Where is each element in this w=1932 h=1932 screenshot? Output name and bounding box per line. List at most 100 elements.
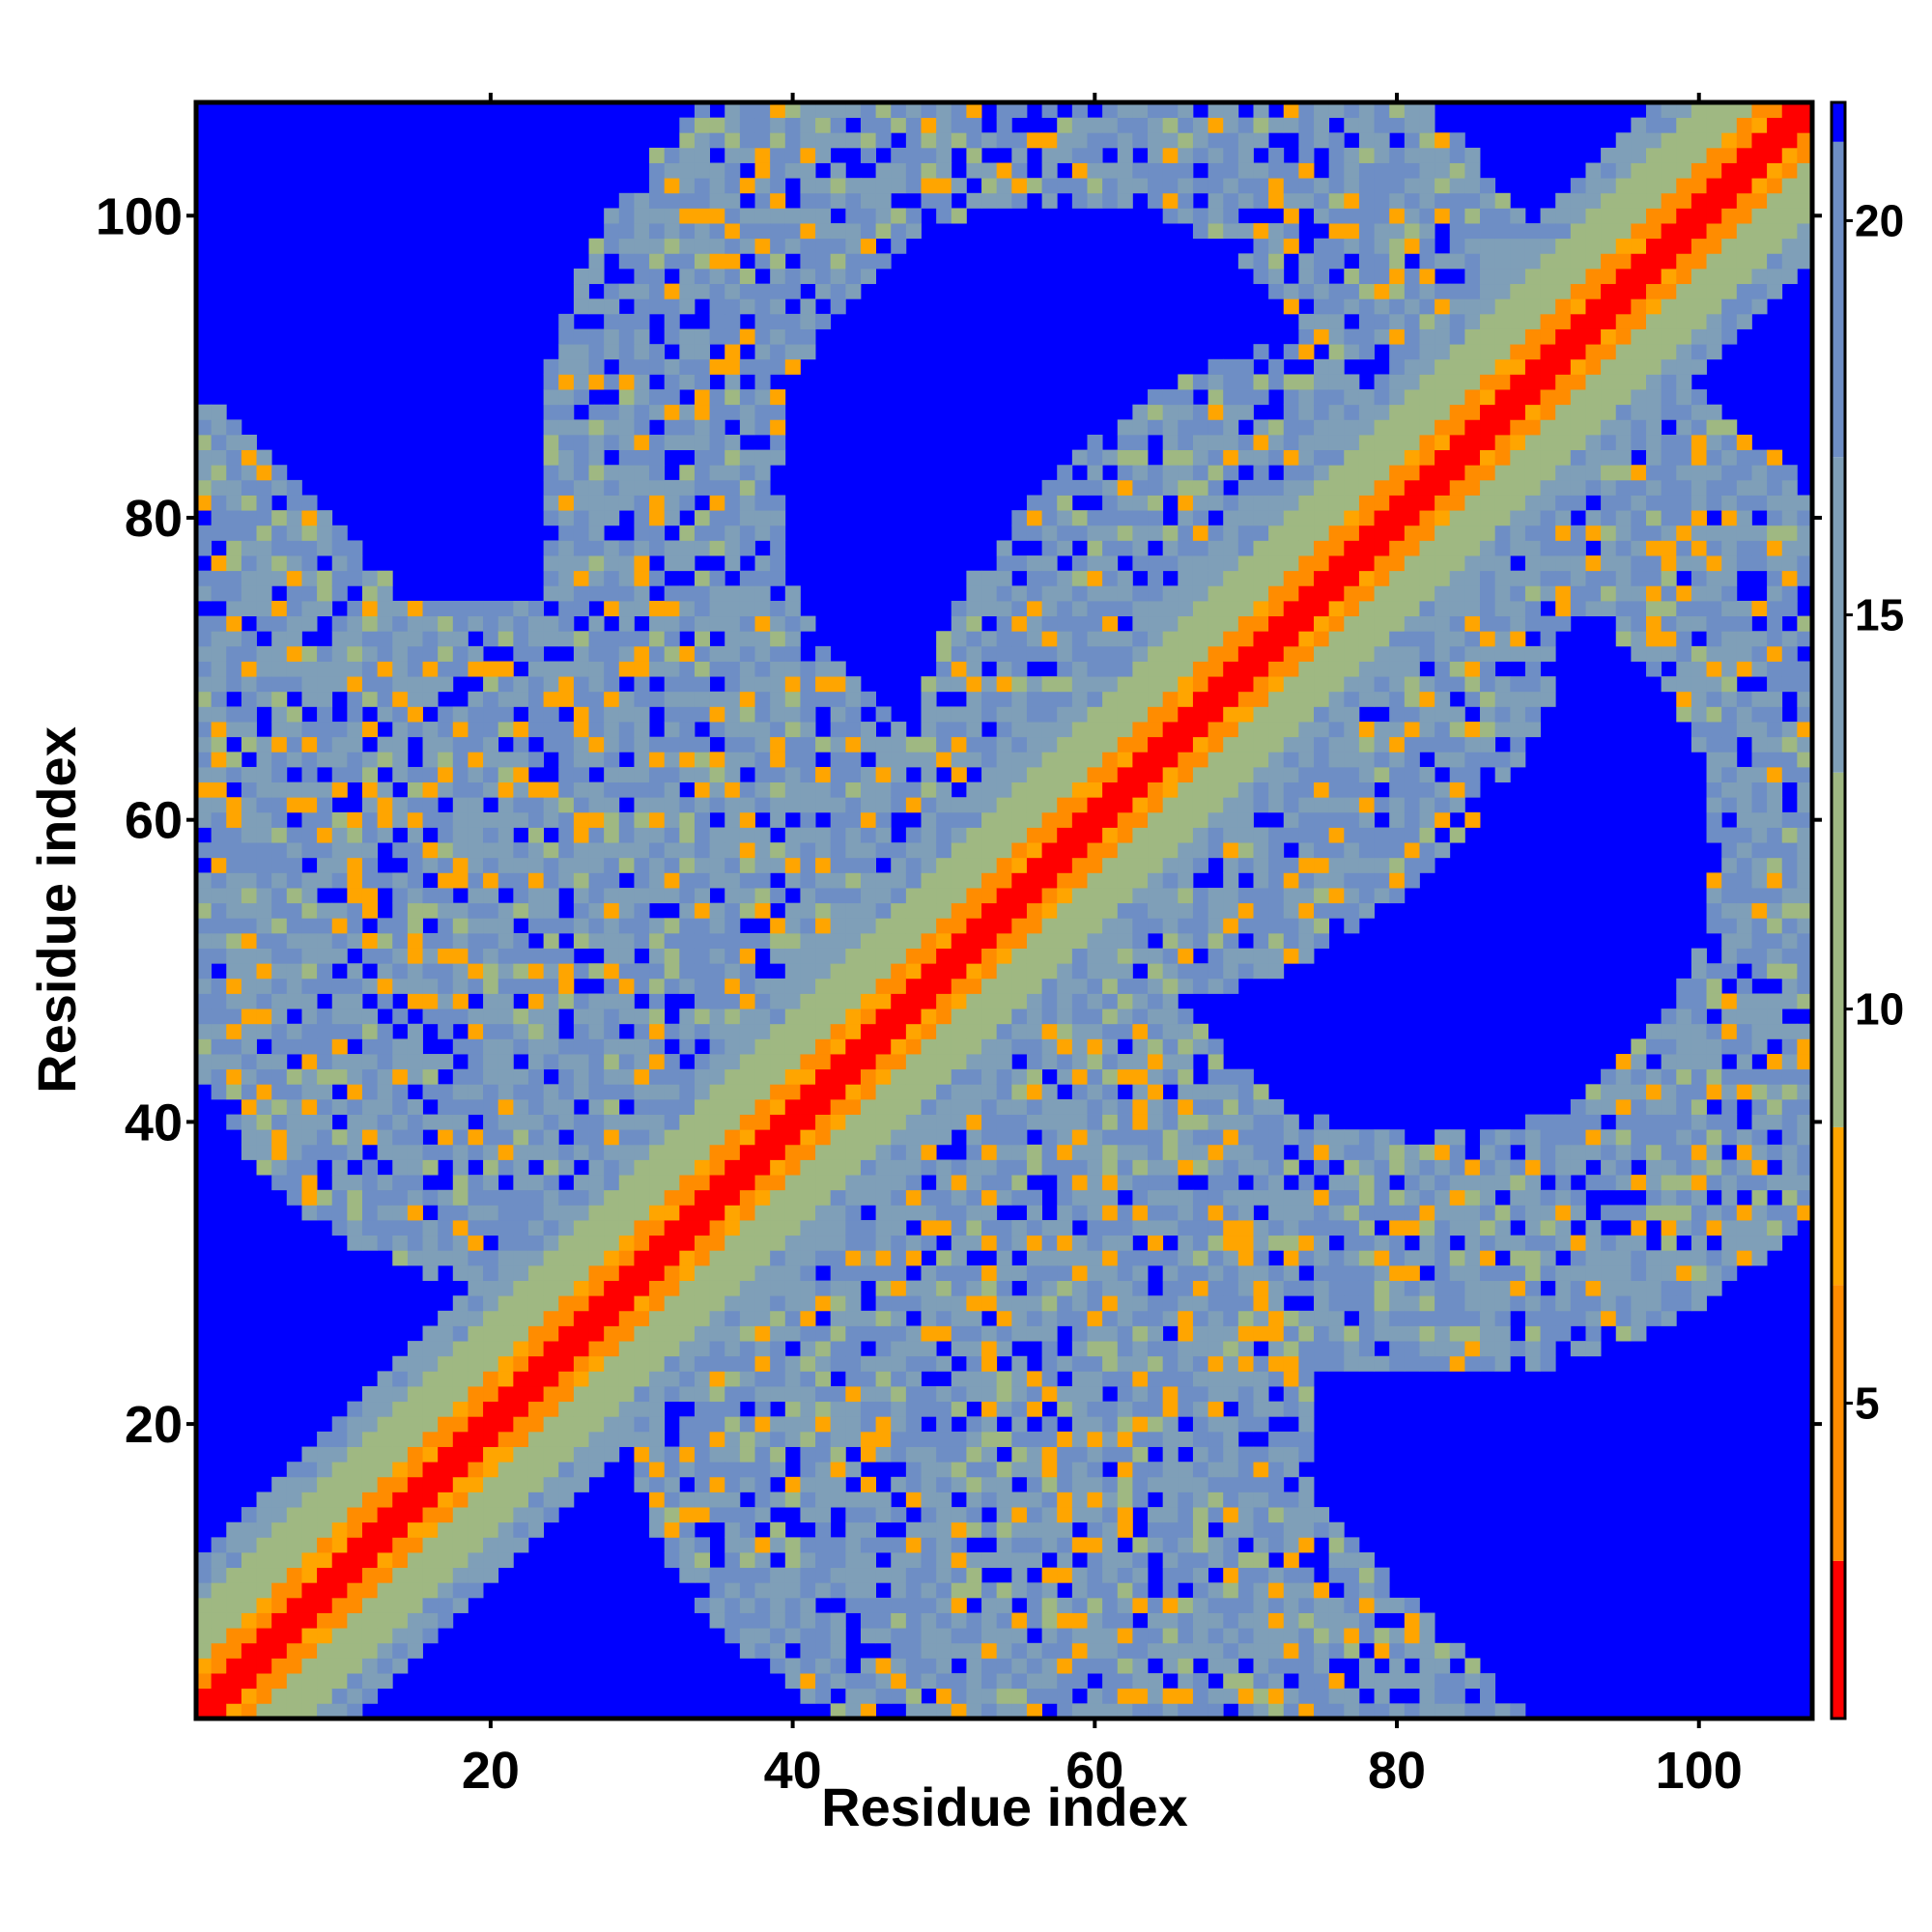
heatmap-cell [1102, 1280, 1119, 1296]
heatmap-cell [724, 615, 741, 632]
heatmap-cell [377, 1521, 393, 1538]
heatmap-cell [966, 1688, 982, 1704]
heatmap-cell [604, 313, 620, 329]
heatmap-cell [1192, 811, 1208, 828]
heatmap-cell [226, 978, 242, 994]
heatmap-cell [875, 1084, 892, 1100]
heatmap-cell [845, 1038, 862, 1055]
heatmap-cell [604, 918, 620, 934]
heatmap-cell [604, 1280, 620, 1296]
heatmap-cell [1102, 1703, 1119, 1719]
heatmap-cell [724, 1567, 741, 1583]
heatmap-cell [452, 706, 469, 723]
heatmap-cell [1208, 1612, 1224, 1629]
heatmap-cell [875, 1280, 892, 1296]
heatmap-cell [286, 888, 302, 904]
heatmap-cell [1011, 525, 1028, 541]
heatmap-cell [256, 465, 272, 481]
heatmap-cell [377, 781, 393, 798]
heatmap-cell [241, 993, 257, 1009]
heatmap-cell [1041, 102, 1058, 119]
heatmap-cell [1102, 1295, 1119, 1312]
heatmap-cell [996, 1371, 1012, 1387]
heatmap-cell [604, 1054, 620, 1070]
heatmap-cell [649, 978, 666, 994]
heatmap-cell [936, 147, 952, 163]
heatmap-cell [1102, 781, 1119, 798]
heatmap-cell [1011, 752, 1028, 768]
heatmap-cell [1148, 510, 1164, 526]
heatmap-cell [211, 479, 227, 496]
heatmap-cell [422, 902, 439, 919]
heatmap-cell [966, 645, 982, 662]
heatmap-cell [361, 722, 379, 738]
heatmap-cell [407, 1612, 423, 1629]
heatmap-cell [1041, 479, 1058, 496]
heatmap-cell [1026, 1582, 1042, 1599]
heatmap-cell [468, 1205, 484, 1221]
heatmap-cell [1178, 1507, 1194, 1523]
heatmap-cell [438, 1084, 454, 1100]
heatmap-cell [256, 1521, 272, 1538]
heatmap-cell [1071, 510, 1088, 526]
heatmap-cell [679, 404, 696, 420]
heatmap-cell [407, 1038, 423, 1055]
heatmap-cell [497, 1476, 514, 1492]
heatmap-cell [588, 510, 605, 526]
heatmap-cell [483, 1476, 499, 1492]
heatmap-cell [1071, 162, 1088, 179]
heatmap-cell [618, 570, 635, 586]
heatmap-cell [241, 1521, 257, 1538]
heatmap-cell [649, 872, 666, 889]
heatmap-cell [905, 1703, 922, 1719]
heatmap-cell [317, 1507, 333, 1523]
heatmap-cell [317, 1068, 333, 1085]
heatmap-cell [860, 192, 876, 209]
heatmap-cell [301, 1582, 318, 1599]
heatmap-cell [1192, 1386, 1208, 1403]
heatmap-cell [1162, 1521, 1179, 1538]
heatmap-cell [1087, 1507, 1103, 1523]
heatmap-cell [709, 1114, 725, 1130]
heatmap-cell [1208, 1068, 1224, 1085]
heatmap-cell [815, 1023, 832, 1039]
heatmap-cell [347, 978, 363, 994]
heatmap-cell [784, 1023, 801, 1039]
heatmap-cell [1117, 117, 1133, 133]
heatmap-cell [317, 1628, 333, 1644]
heatmap-cell [1162, 102, 1179, 119]
heatmap-cell [1162, 993, 1179, 1009]
heatmap-cell [1026, 978, 1042, 994]
heatmap-cell [1208, 102, 1224, 119]
heatmap-cell [709, 918, 725, 934]
heatmap-cell [331, 570, 348, 586]
heatmap-cell [1192, 1114, 1208, 1130]
heatmap-cell [286, 1703, 302, 1719]
heatmap-cell [468, 1250, 484, 1266]
heatmap-cell [392, 1476, 409, 1492]
heatmap-cell [1208, 1355, 1224, 1372]
heatmap-cell [739, 358, 755, 375]
heatmap-cell [452, 1144, 469, 1160]
heatmap-cell [724, 117, 741, 133]
heatmap-cell [361, 797, 379, 813]
heatmap-cell [1192, 1295, 1208, 1312]
heatmap-cell [784, 1567, 801, 1583]
heatmap-cell [618, 1355, 635, 1372]
heatmap-cell [634, 1250, 650, 1266]
heatmap-cell [875, 1235, 892, 1251]
heatmap-cell [588, 722, 605, 738]
heatmap-cell [1041, 1507, 1058, 1523]
heatmap-cell [1071, 1023, 1088, 1039]
heatmap-cell [331, 842, 348, 859]
heatmap-cell [664, 1446, 680, 1463]
heatmap-cell [543, 963, 559, 980]
heatmap-cell [754, 797, 771, 813]
heatmap-cell [527, 1220, 545, 1236]
heatmap-cell [1208, 132, 1224, 149]
heatmap-cell [558, 1084, 575, 1100]
heatmap-cell [1148, 1189, 1164, 1206]
heatmap-cell [483, 691, 499, 707]
heatmap-cell [241, 1612, 257, 1629]
heatmap-cell [860, 1220, 876, 1236]
